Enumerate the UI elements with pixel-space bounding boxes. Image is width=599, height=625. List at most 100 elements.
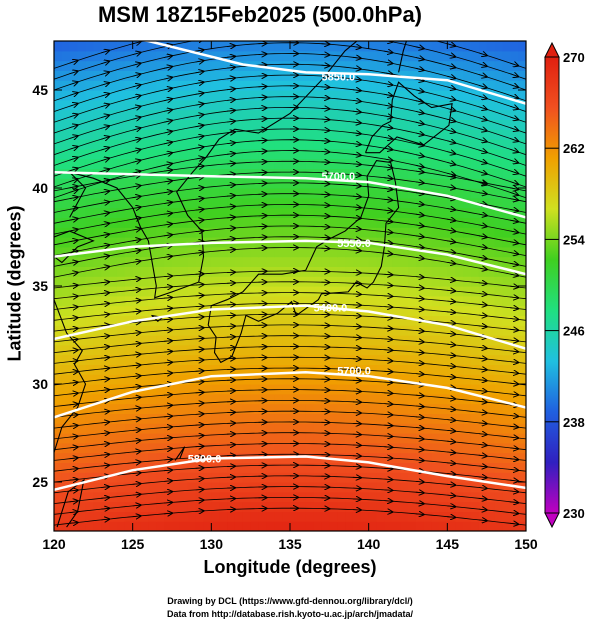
field-cell	[384, 364, 393, 375]
field-cell	[518, 207, 526, 218]
field-cell	[510, 452, 519, 463]
field-cell	[290, 129, 299, 140]
field-cell	[431, 148, 441, 160]
coastline-segment	[56, 478, 85, 528]
field-cell	[352, 256, 362, 267]
wind-arrow	[384, 511, 392, 512]
field-cell	[305, 276, 315, 287]
field-cell	[61, 286, 71, 297]
field-cell	[54, 482, 63, 493]
field-cell	[109, 256, 118, 267]
wind-arrow	[69, 190, 78, 193]
field-cell	[93, 80, 102, 91]
field-cell	[195, 384, 205, 395]
field-cell	[148, 188, 157, 199]
field-cell	[124, 491, 134, 503]
field-cell	[116, 90, 126, 101]
field-cell	[156, 148, 165, 160]
field-cell	[187, 393, 197, 405]
wind-arrow	[415, 287, 424, 288]
field-cell	[109, 99, 118, 111]
field-cell	[101, 511, 110, 522]
wind-arrow	[195, 136, 204, 137]
field-cell	[61, 178, 71, 189]
field-cell	[187, 109, 197, 120]
field-cell	[148, 384, 157, 395]
field-cell	[345, 119, 354, 130]
field-cell	[203, 188, 212, 199]
wind-arrow	[69, 458, 78, 459]
field-cell	[376, 227, 385, 238]
field-cell	[290, 207, 299, 218]
field-cell	[305, 433, 315, 444]
field-cell	[313, 295, 323, 307]
field-cell	[415, 335, 425, 346]
field-cell	[502, 374, 511, 385]
wind-arrow	[321, 44, 330, 45]
field-cell	[282, 433, 291, 444]
field-cell	[478, 305, 488, 316]
field-cell	[195, 472, 205, 483]
wind-arrow	[101, 256, 109, 257]
wind-arrow	[132, 462, 141, 463]
field-cell	[329, 452, 338, 463]
field-cell	[290, 335, 299, 346]
field-cell	[93, 227, 102, 238]
field-cell	[109, 207, 118, 218]
field-cell	[447, 90, 456, 101]
wind-arrow	[132, 343, 141, 344]
field-cell	[392, 80, 401, 91]
field-cell	[77, 139, 87, 150]
field-cell	[447, 188, 456, 199]
field-cell	[313, 168, 323, 179]
wind-arrow	[227, 228, 235, 229]
field-cell	[234, 266, 244, 277]
field-cell	[384, 403, 393, 414]
wind-arrow	[415, 481, 424, 482]
field-cell	[156, 129, 165, 140]
field-cell	[148, 335, 157, 346]
field-cell	[77, 60, 87, 71]
wind-arrow	[447, 312, 455, 313]
field-cell	[242, 511, 252, 522]
field-cell	[140, 511, 149, 522]
field-cell	[321, 393, 330, 405]
field-cell	[447, 344, 456, 356]
field-cell	[352, 511, 362, 522]
field-cell	[227, 266, 236, 277]
field-cell	[313, 129, 323, 140]
wind-arrow	[384, 382, 392, 383]
field-cell	[470, 119, 480, 130]
field-cell	[502, 482, 511, 493]
field-cell	[266, 423, 275, 434]
field-cell	[203, 139, 212, 150]
field-cell	[439, 521, 448, 531]
field-cell	[502, 60, 511, 71]
field-cell	[85, 70, 94, 81]
field-cell	[305, 168, 315, 179]
wind-arrow	[447, 474, 455, 475]
field-cell	[423, 384, 433, 395]
field-cell	[242, 521, 252, 531]
field-cell	[116, 482, 126, 493]
wind-arrow	[132, 96, 141, 98]
field-cell	[408, 491, 417, 503]
x-tick-label: 135	[278, 536, 302, 552]
field-cell	[478, 413, 488, 424]
field-cell	[156, 501, 165, 512]
field-cell	[187, 276, 197, 287]
field-cell	[329, 295, 338, 307]
field-cell	[148, 237, 157, 248]
field-cell	[148, 442, 157, 454]
field-cell	[54, 109, 63, 120]
field-cell	[219, 41, 228, 52]
wind-arrow	[321, 141, 330, 142]
field-cell	[305, 413, 315, 424]
field-cell	[345, 354, 354, 365]
wind-arrow	[447, 301, 455, 302]
field-cell	[234, 80, 244, 91]
field-cell	[400, 364, 409, 375]
field-cell	[203, 148, 212, 160]
field-cell	[282, 41, 291, 52]
wind-arrow	[195, 511, 204, 512]
